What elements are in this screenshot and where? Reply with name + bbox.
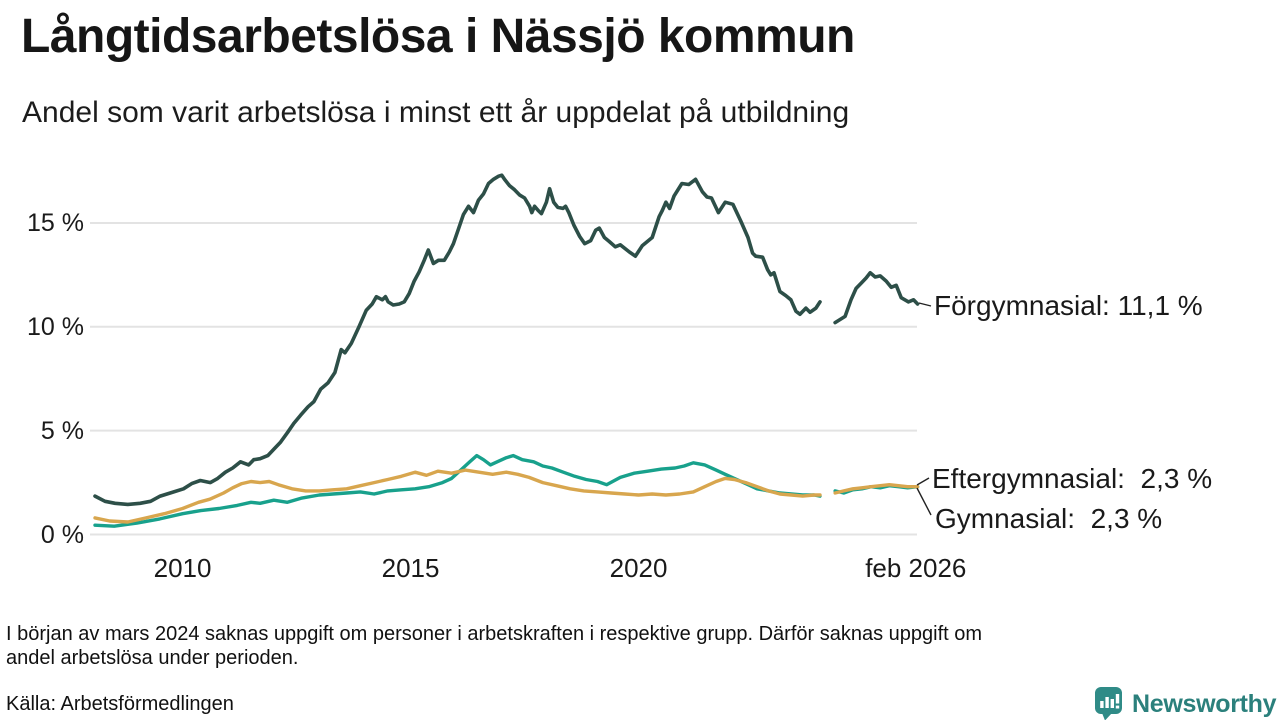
x-tick-label: 2015	[381, 553, 440, 583]
chart-subtitle: Andel som varit arbetslösa i minst ett å…	[22, 96, 850, 129]
newsworthy-logo-icon	[1094, 686, 1125, 720]
series-label-forgymnasial: Förgymnasial: 11,1 %	[934, 290, 1203, 321]
series-line-förgymnasial	[93, 173, 822, 507]
footnote: I början av mars 2024 saknas uppgift om …	[6, 622, 1268, 670]
series-label-eftergymnasial: Eftergymnasial: 2,3 %	[932, 463, 1213, 494]
y-tick-label: 10 %	[27, 312, 84, 341]
y-tick-label: 15 %	[27, 208, 84, 237]
series-line-gymnasial	[93, 468, 822, 524]
label-connector-förgymnasial	[918, 302, 932, 307]
label-connector-gymnasial	[916, 487, 932, 516]
footnote-line-2: andel arbetslösa under perioden.	[6, 647, 299, 669]
y-tick-label: 5 %	[40, 416, 84, 445]
label-connector-eftergymnasial	[916, 477, 930, 486]
newsworthy-logo[interactable]: Newsworthy	[1094, 686, 1277, 720]
x-tick-label: feb 2026	[865, 553, 967, 583]
source-credit: Källa: Arbetsförmedlingen	[6, 693, 234, 715]
newsworthy-logo-text: Newsworthy	[1132, 689, 1277, 718]
series-line-gymnasial	[833, 483, 920, 495]
series-label-gymnasial: Gymnasial: 2,3 %	[935, 503, 1163, 534]
x-tick-label: 2020	[609, 553, 668, 583]
footnote-line-1: I början av mars 2024 saknas uppgift om …	[6, 623, 983, 645]
series-line-eftergymnasial	[93, 453, 822, 528]
page-title: Långtidsarbetslösa i Nässjö kommun	[21, 10, 855, 63]
y-tick-label: 0 %	[40, 520, 84, 549]
x-tick-label: 2010	[153, 553, 212, 583]
series-line-förgymnasial	[833, 270, 920, 325]
